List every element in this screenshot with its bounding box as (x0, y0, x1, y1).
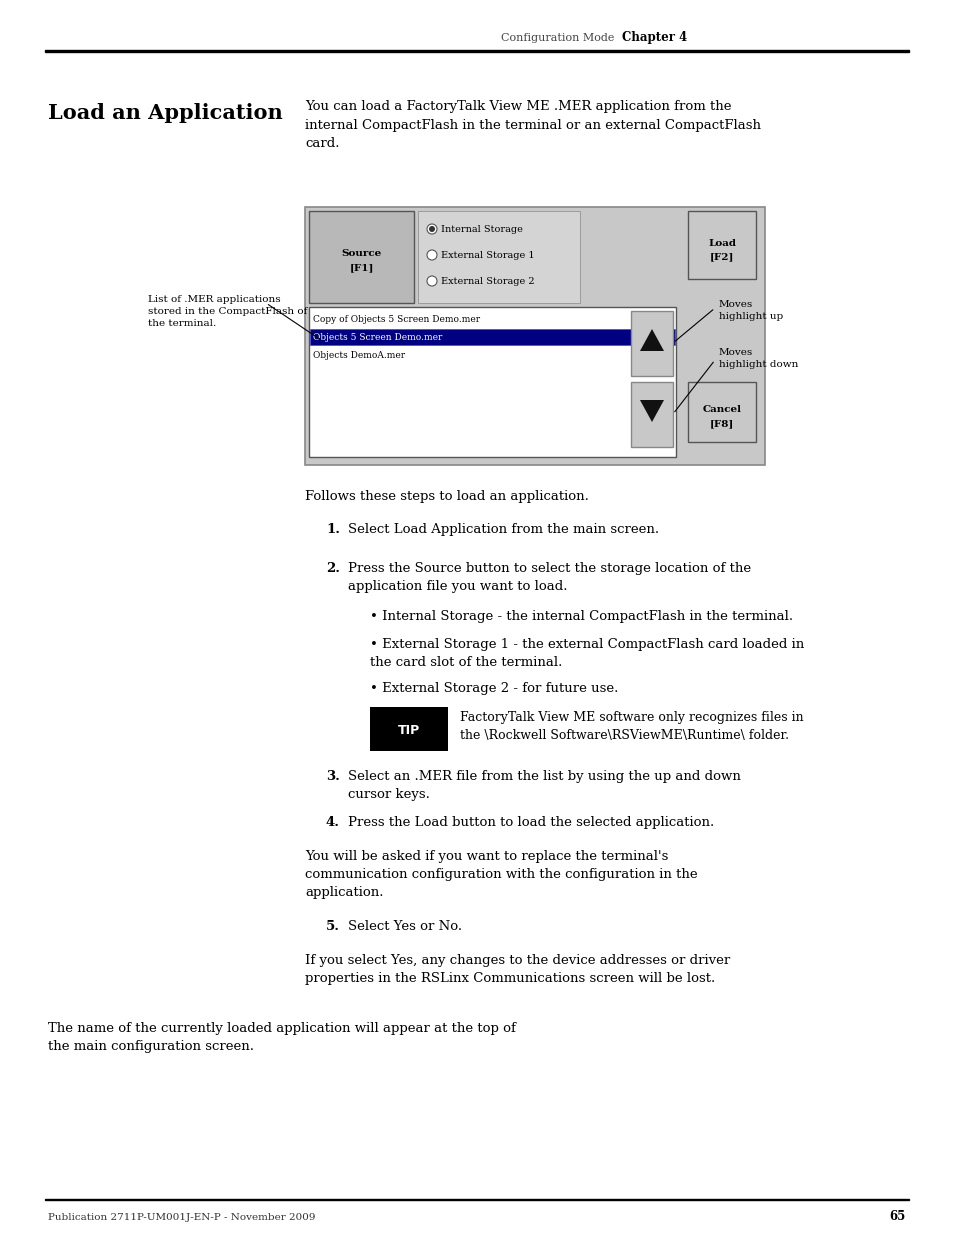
Bar (309, 308, 676, 457)
Text: 3.: 3. (326, 769, 339, 783)
Text: TIP: TIP (397, 724, 419, 736)
Text: You can load a FactoryTalk View ME .MER application from the
internal CompactFla: You can load a FactoryTalk View ME .MER … (305, 100, 760, 149)
Text: • Internal Storage - the internal CompactFlash in the terminal.: • Internal Storage - the internal Compac… (370, 610, 792, 622)
Text: Select Load Application from the main screen.: Select Load Application from the main sc… (348, 522, 659, 536)
Text: 65: 65 (889, 1210, 905, 1224)
Text: Configuration Mode: Configuration Mode (500, 33, 614, 43)
Text: Publication 2711P-UM001J-EN-P - November 2009: Publication 2711P-UM001J-EN-P - November… (48, 1213, 315, 1221)
Text: FactoryTalk View ME software only recognizes files in
the \Rockwell Software\RSV: FactoryTalk View ME software only recogn… (459, 711, 802, 742)
Text: 5.: 5. (326, 920, 339, 932)
Text: Moves
highlight up: Moves highlight up (719, 300, 782, 321)
Text: Objects 5 Screen Demo.mer: Objects 5 Screen Demo.mer (313, 332, 442, 342)
Bar (45, 49, 908, 52)
Bar (45, 1198, 908, 1200)
Text: Select an .MER file from the list by using the up and down
cursor keys.: Select an .MER file from the list by usi… (348, 769, 740, 802)
Text: 2.: 2. (326, 562, 339, 576)
Text: Moves
highlight down: Moves highlight down (719, 348, 798, 369)
Text: List of .MER applications
stored in the CompactFlash of
the terminal.: List of .MER applications stored in the … (148, 295, 307, 329)
Bar (309, 211, 414, 303)
Text: Objects DemoA.mer: Objects DemoA.mer (313, 351, 405, 359)
Circle shape (427, 249, 436, 261)
Text: Follows these steps to load an application.: Follows these steps to load an applicati… (305, 490, 588, 503)
Circle shape (429, 226, 435, 232)
Bar (630, 311, 672, 375)
Bar (305, 207, 764, 466)
Bar (417, 211, 579, 303)
Text: Copy of Objects 5 Screen Demo.mer: Copy of Objects 5 Screen Demo.mer (313, 315, 479, 324)
Bar (630, 382, 672, 447)
Text: [F2]: [F2] (709, 252, 734, 262)
Text: Select Yes or No.: Select Yes or No. (348, 920, 461, 932)
Polygon shape (639, 400, 663, 422)
Bar (687, 211, 755, 279)
Text: Load: Load (707, 238, 735, 247)
Text: [F8]: [F8] (709, 420, 734, 429)
Text: You will be asked if you want to replace the terminal's
communication configurat: You will be asked if you want to replace… (305, 850, 697, 899)
Text: Cancel: Cancel (701, 405, 740, 415)
Text: Internal Storage: Internal Storage (440, 225, 522, 233)
Text: The name of the currently loaded application will appear at the top of
the main : The name of the currently loaded applica… (48, 1023, 516, 1053)
Bar (370, 706, 448, 751)
Text: Source: Source (341, 248, 381, 258)
Text: Chapter 4: Chapter 4 (621, 32, 686, 44)
Text: • External Storage 2 - for future use.: • External Storage 2 - for future use. (370, 682, 618, 695)
Polygon shape (639, 329, 663, 351)
Text: External Storage 2: External Storage 2 (440, 277, 534, 285)
Bar (310, 329, 675, 345)
Text: 1.: 1. (326, 522, 339, 536)
Text: External Storage 1: External Storage 1 (440, 251, 534, 259)
Text: 4.: 4. (326, 816, 339, 829)
Circle shape (427, 224, 436, 233)
Text: Press the Source button to select the storage location of the
application file y: Press the Source button to select the st… (348, 562, 750, 593)
Text: [F1]: [F1] (349, 263, 374, 273)
Text: Load an Application: Load an Application (48, 103, 282, 124)
Text: If you select Yes, any changes to the device addresses or driver
properties in t: If you select Yes, any changes to the de… (305, 953, 729, 986)
Circle shape (427, 275, 436, 287)
Bar (687, 382, 755, 442)
Text: Press the Load button to load the selected application.: Press the Load button to load the select… (348, 816, 714, 829)
Text: • External Storage 1 - the external CompactFlash card loaded in
the card slot of: • External Storage 1 - the external Comp… (370, 638, 803, 669)
